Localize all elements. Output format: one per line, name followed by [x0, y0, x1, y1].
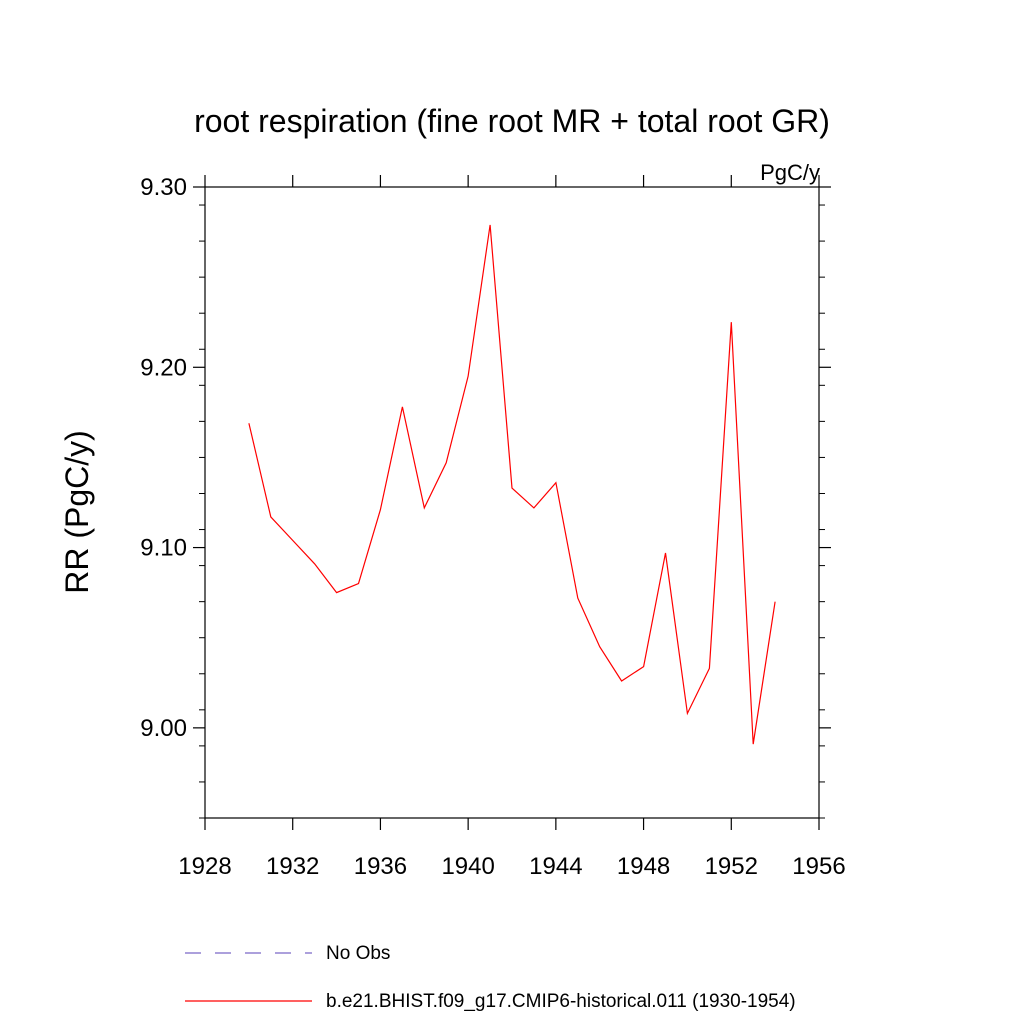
x-axis: 1928 1932 1936 1940 1944 1948 1952 1956 [178, 175, 846, 880]
legend: No Obs b.e21.BHIST.f09_g17.CMIP6-histori… [185, 943, 796, 1012]
chart-title: root respiration (fine root MR + total r… [194, 103, 830, 139]
series-layer [248, 224, 776, 745]
y-tick-label: 9.10 [140, 535, 187, 562]
x-tick-label: 1956 [792, 853, 845, 880]
x-tick-label: 1944 [529, 853, 582, 880]
x-tick-label: 1936 [354, 853, 407, 880]
y-tick-label: 9.30 [140, 174, 187, 201]
units-label: PgC/y [760, 160, 820, 185]
plot-frame [204, 186, 820, 819]
y-axis: 9.00 9.10 9.20 9.30 [140, 174, 831, 819]
x-tick-label: 1932 [266, 853, 319, 880]
x-tick-label: 1948 [617, 853, 670, 880]
series-line-historical [248, 224, 776, 745]
y-axis-label: RR (PgC/y) [59, 430, 95, 594]
x-tick-label: 1928 [178, 853, 231, 880]
x-tick-label: 1952 [705, 853, 758, 880]
y-tick-label: 9.20 [140, 354, 187, 381]
legend-label-no-obs: No Obs [326, 943, 390, 964]
x-tick-label: 1940 [441, 853, 494, 880]
legend-label-historical: b.e21.BHIST.f09_g17.CMIP6-historical.011… [326, 991, 796, 1012]
y-tick-label: 9.00 [140, 715, 187, 742]
